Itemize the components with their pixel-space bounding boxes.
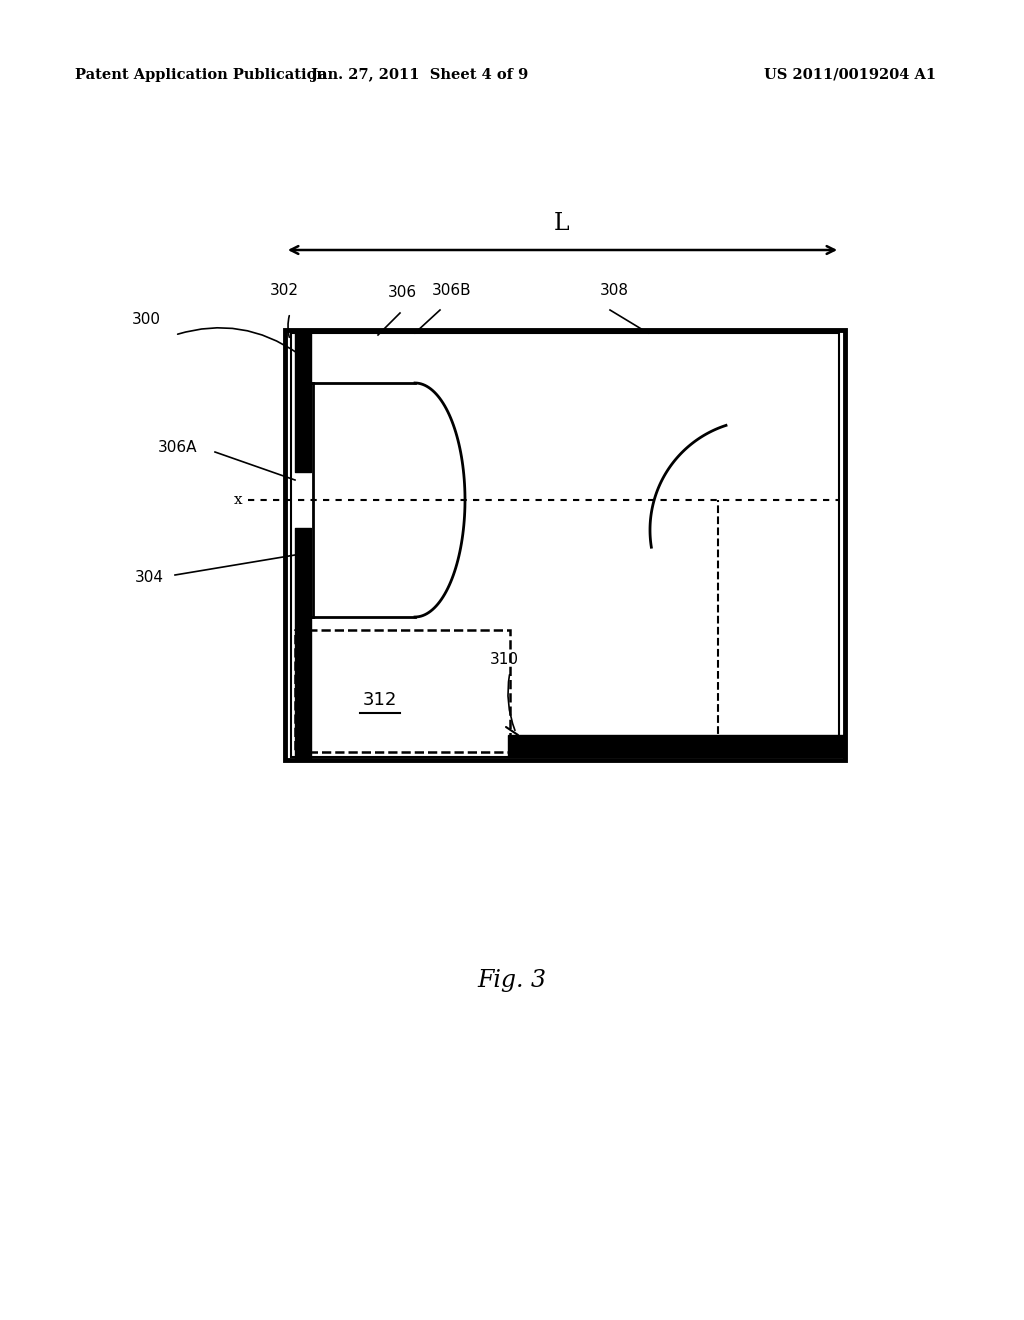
- Text: 306A: 306A: [158, 441, 198, 455]
- Text: 304: 304: [135, 570, 164, 586]
- Text: L: L: [554, 213, 569, 235]
- Text: Patent Application Publication: Patent Application Publication: [75, 69, 327, 82]
- Bar: [285, 330, 845, 760]
- Text: 306B: 306B: [432, 282, 472, 298]
- Text: 310: 310: [490, 652, 519, 668]
- Text: 312: 312: [362, 690, 397, 709]
- Text: 306: 306: [388, 285, 417, 300]
- Bar: [508, 735, 844, 756]
- Text: 308: 308: [600, 282, 629, 298]
- Text: US 2011/0019204 A1: US 2011/0019204 A1: [764, 69, 936, 82]
- FancyArrowPatch shape: [508, 675, 515, 730]
- Bar: [291, 333, 839, 756]
- Bar: [295, 630, 510, 752]
- Text: Fig. 3: Fig. 3: [477, 969, 547, 991]
- Text: 302: 302: [270, 282, 299, 298]
- FancyArrowPatch shape: [288, 315, 289, 338]
- Text: x: x: [233, 492, 242, 507]
- Text: Jan. 27, 2011  Sheet 4 of 9: Jan. 27, 2011 Sheet 4 of 9: [311, 69, 528, 82]
- Text: 300: 300: [132, 313, 161, 327]
